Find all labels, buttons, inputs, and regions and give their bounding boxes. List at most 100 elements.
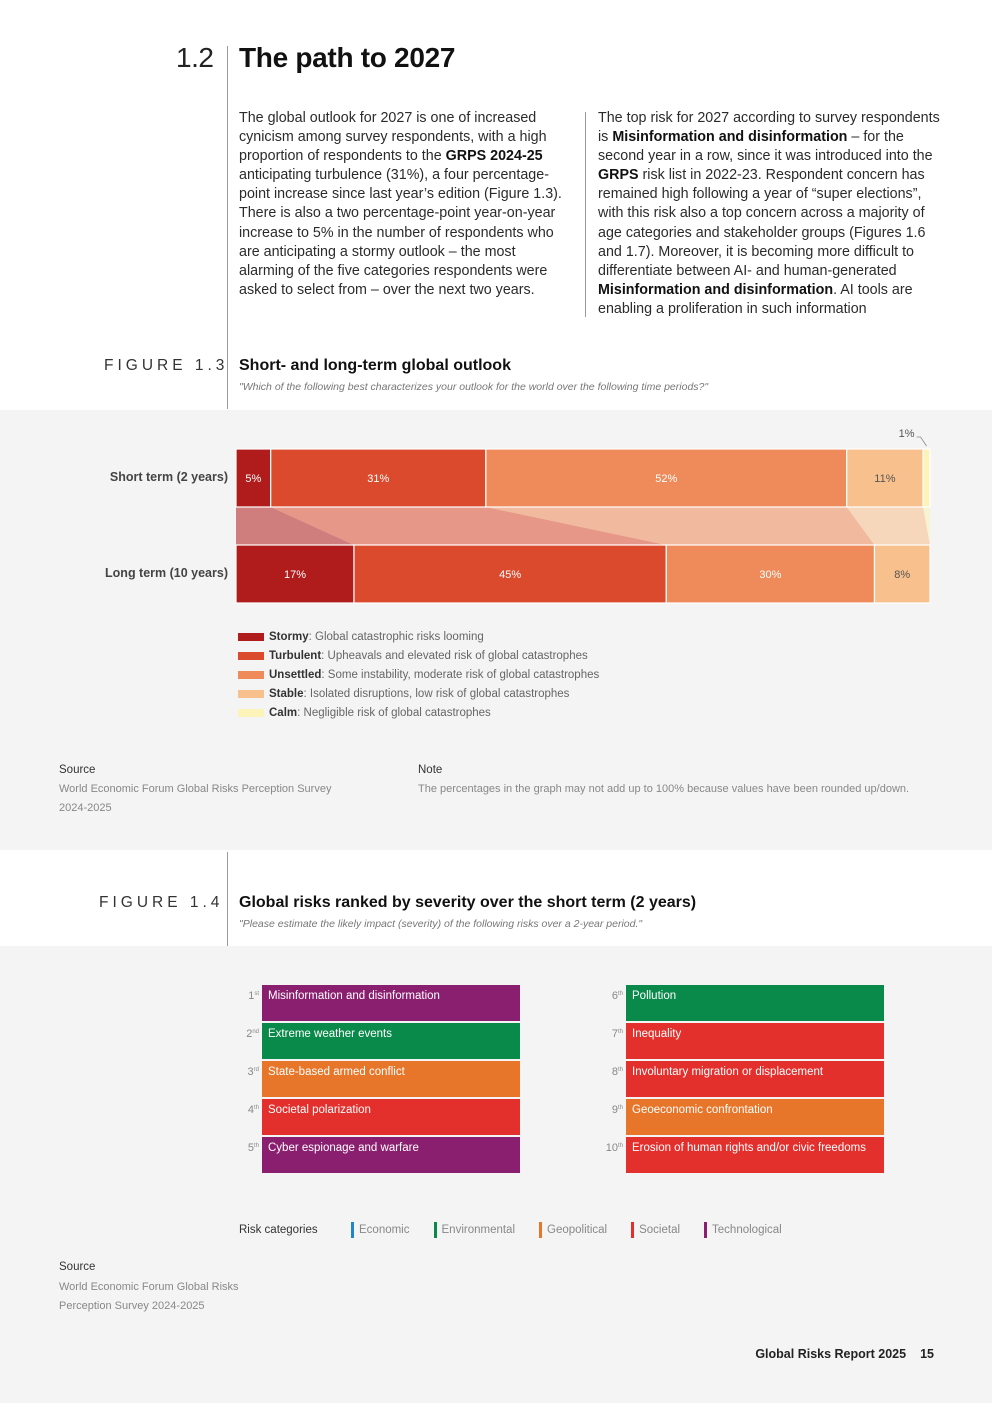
- legend-item-stable: Stable: Isolated disruptions, low risk o…: [238, 684, 599, 703]
- callout-line-calm: [916, 436, 927, 447]
- rank-number: 1st: [236, 985, 262, 1002]
- bold-term: Misinformation and disinformation: [612, 129, 848, 146]
- figure-1-3-source-heading: Source: [59, 764, 96, 776]
- rank-value: 5: [247, 1142, 254, 1154]
- figure-1-4-divider: [227, 852, 228, 946]
- category-name: Geopolitical: [547, 1224, 608, 1236]
- category-economic: Economic: [351, 1222, 410, 1238]
- data-label-short-stormy: 5%: [245, 473, 261, 485]
- bar-short-calm: [922, 448, 931, 508]
- risk-label: Involuntary migration or displacement: [626, 1061, 884, 1097]
- category-color-bar: [433, 1222, 437, 1238]
- risk-rank-row: 2nd Extreme weather events: [236, 1023, 520, 1061]
- category-color-bar: [631, 1222, 635, 1238]
- page-footer: Global Risks Report 2025 15: [741, 1347, 934, 1361]
- risk-label: Geoeconomic confrontation: [626, 1099, 884, 1135]
- legend-item-unsettled: Unsettled: Some instability, moderate ri…: [238, 665, 599, 684]
- rank-value: 6: [611, 990, 618, 1002]
- legend-name: Stormy: [269, 630, 309, 643]
- category-color-bar: [539, 1222, 543, 1238]
- bold-term: Misinformation and disinformation: [598, 281, 834, 298]
- figure-1-4-panel: [0, 946, 992, 1403]
- rank-suffix: th: [617, 1143, 623, 1149]
- rank-number: 2nd: [236, 1023, 262, 1040]
- rank-number: 8th: [600, 1061, 626, 1078]
- figure-1-4-source-heading: Source: [59, 1261, 96, 1273]
- category-color-bar: [704, 1222, 708, 1238]
- figure-1-4-subtitle: "Please estimate the likely impact (seve…: [239, 918, 643, 930]
- risk-categories-title: Risk categories: [239, 1224, 318, 1236]
- left-paragraph: The global outlook for 2027 is one of in…: [239, 109, 569, 300]
- risk-label: Cyber espionage and warfare: [262, 1137, 520, 1173]
- category-name: Technological: [712, 1224, 782, 1236]
- legend-name: Stable: [269, 687, 304, 700]
- legend-swatch: [238, 689, 264, 698]
- legend-swatch: [238, 651, 264, 660]
- paragraph-text: anticipating turbulence (31%), a four pe…: [239, 167, 562, 298]
- category-name: Environmental: [441, 1224, 516, 1236]
- legend-name: Turbulent: [269, 649, 322, 662]
- rank-suffix: st: [254, 991, 259, 997]
- data-label-short-turbulent: 31%: [367, 473, 389, 485]
- connector-band-stormy: [236, 507, 354, 545]
- category-name: Economic: [359, 1224, 410, 1236]
- rank-number: 10th: [600, 1137, 626, 1154]
- rank-suffix: rd: [253, 1067, 259, 1073]
- rank-suffix: th: [617, 1029, 623, 1035]
- legend-swatch: [238, 708, 264, 717]
- rank-number: 9th: [600, 1099, 626, 1116]
- connector-band-turbulent: [270, 507, 667, 545]
- legend-description: : Isolated disruptions, low risk of glob…: [303, 687, 570, 700]
- outlook-stacked-bar-chart: 5% 31% 52% 11% 1% 17% 45% 30% 8%: [235, 428, 931, 604]
- figure-1-3-source-text: World Economic Forum Global Risks Percep…: [59, 783, 332, 814]
- footer-page-number: 15: [920, 1347, 934, 1361]
- data-label-long-stormy: 17%: [284, 569, 306, 581]
- connector-band-unsettled: [485, 507, 875, 545]
- legend-swatch: [238, 670, 264, 679]
- risk-label: Misinformation and disinformation: [262, 985, 520, 1021]
- rank-value: 7: [611, 1028, 618, 1040]
- category-color-bar: [351, 1222, 354, 1238]
- legend-swatch: [238, 632, 264, 641]
- risk-rank-row: 7th Inequality: [600, 1023, 884, 1061]
- figure-1-3-note-heading: Note: [418, 764, 443, 776]
- risk-rank-row: 3rd State-based armed conflict: [236, 1061, 520, 1099]
- legend-name: Unsettled: [269, 668, 322, 681]
- footer-report-name: Global Risks Report 2025: [755, 1347, 907, 1361]
- figure-1-4-title: Global risks ranked by severity over the…: [239, 894, 697, 911]
- column-divider: [585, 112, 586, 317]
- row-label-long-term: Long term (10 years): [105, 566, 228, 580]
- paragraph-text: The top risk for 2027 according to surve…: [598, 110, 940, 146]
- outlook-legend: Stormy: Global catastrophic risks loomin…: [238, 627, 599, 722]
- category-technological: Technological: [704, 1222, 782, 1238]
- rank-suffix: th: [253, 1143, 259, 1149]
- risk-rank-row: 4th Societal polarization: [236, 1099, 520, 1137]
- right-paragraph: The top risk for 2027 according to surve…: [598, 109, 943, 319]
- legend-description: : Some instability, moderate risk of glo…: [321, 668, 600, 681]
- risk-label: State-based armed conflict: [262, 1061, 520, 1097]
- category-environmental: Environmental: [433, 1222, 516, 1238]
- bar-short-stable: [846, 448, 924, 508]
- bar-short-turbulent: [270, 448, 487, 508]
- rank-value: 2: [246, 1028, 253, 1040]
- legend-item-turbulent: Turbulent: Upheavals and elevated risk o…: [238, 646, 599, 665]
- category-name: Societal: [639, 1224, 681, 1236]
- section-number: 1.2: [176, 42, 214, 73]
- risk-rank-row: 8th Involuntary migration or displacement: [600, 1061, 884, 1099]
- figure-1-4-label: FIGURE 1.4: [99, 894, 224, 911]
- legend-description: : Negligible risk of global catastrophes: [297, 706, 491, 719]
- rank-value: 1: [248, 990, 255, 1002]
- legend-name: Calm: [269, 706, 298, 719]
- risk-rank-row: 6th Pollution: [600, 985, 884, 1023]
- risk-label: Inequality: [626, 1023, 884, 1059]
- legend-description: : Upheavals and elevated risk of global …: [321, 649, 588, 662]
- bar-long-stable: [873, 544, 931, 604]
- data-label-short-stable: 11%: [874, 473, 895, 485]
- data-label-long-turbulent: 45%: [499, 569, 521, 581]
- risk-rank-row: 5th Cyber espionage and warfare: [236, 1137, 520, 1175]
- risk-categories-legend: Risk categories Economic Environmental Geo…: [239, 1222, 806, 1238]
- connector-band-calm: [923, 507, 930, 545]
- rank-number: 6th: [600, 985, 626, 1002]
- figure-1-3-subtitle: "Which of the following best characteriz…: [239, 381, 709, 393]
- rank-number: 4th: [236, 1099, 262, 1116]
